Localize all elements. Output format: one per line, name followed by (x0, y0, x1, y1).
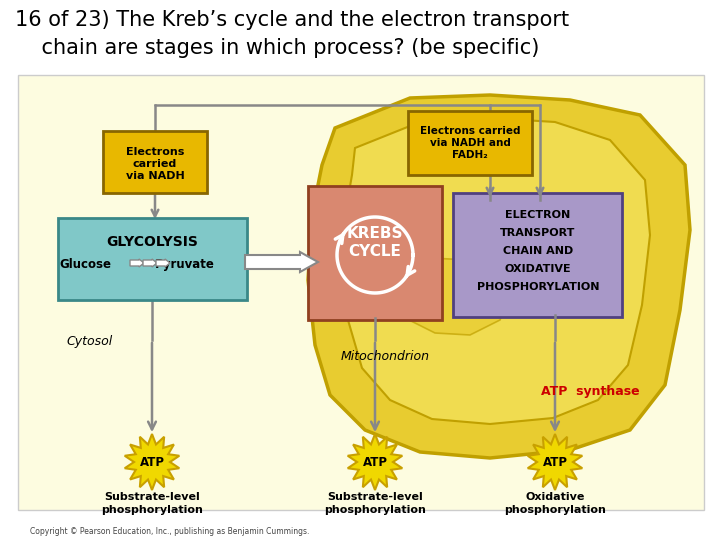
Text: Mitochondrion: Mitochondrion (341, 350, 430, 363)
Text: Substrate-level: Substrate-level (104, 492, 200, 502)
Polygon shape (390, 258, 510, 335)
Text: ATP: ATP (542, 456, 567, 469)
FancyArrow shape (156, 259, 170, 267)
Text: CYCLE: CYCLE (348, 245, 402, 260)
Polygon shape (348, 434, 402, 490)
Text: TRANSPORT: TRANSPORT (500, 228, 576, 238)
Text: ATP: ATP (140, 456, 164, 469)
Text: Electrons carried: Electrons carried (420, 126, 521, 136)
Text: ATP  synthase: ATP synthase (541, 385, 639, 398)
Text: phosphorylation: phosphorylation (324, 505, 426, 515)
FancyArrow shape (130, 259, 144, 267)
FancyBboxPatch shape (453, 193, 622, 317)
Text: phosphorylation: phosphorylation (504, 505, 606, 515)
Text: Copyright © Pearson Education, Inc., publishing as Benjamin Cummings.: Copyright © Pearson Education, Inc., pub… (30, 527, 310, 536)
Text: Electrons: Electrons (126, 147, 184, 157)
Text: FADH₂: FADH₂ (452, 150, 488, 160)
Text: ELECTRON: ELECTRON (505, 210, 571, 220)
Text: CHAIN AND: CHAIN AND (503, 246, 573, 256)
Text: Substrate-level: Substrate-level (327, 492, 423, 502)
Polygon shape (308, 95, 690, 458)
Text: carried: carried (133, 159, 177, 169)
FancyArrow shape (143, 259, 157, 267)
Text: 16 of 23) The Kreb’s cycle and the electron transport: 16 of 23) The Kreb’s cycle and the elect… (15, 10, 569, 30)
Text: KREBS: KREBS (347, 226, 403, 240)
Text: phosphorylation: phosphorylation (101, 505, 203, 515)
FancyBboxPatch shape (408, 111, 532, 175)
Text: Glucose: Glucose (59, 258, 111, 271)
Polygon shape (342, 118, 650, 424)
Text: OXIDATIVE: OXIDATIVE (505, 264, 571, 274)
FancyBboxPatch shape (58, 218, 247, 300)
Text: GLYCOLYSIS: GLYCOLYSIS (106, 235, 198, 249)
FancyArrow shape (245, 252, 318, 272)
Text: Oxidative: Oxidative (526, 492, 585, 502)
Text: PHOSPHORYLATION: PHOSPHORYLATION (477, 282, 599, 292)
Text: chain are stages in which process? (be specific): chain are stages in which process? (be s… (15, 38, 539, 58)
Text: via NADH: via NADH (125, 171, 184, 181)
FancyBboxPatch shape (18, 75, 704, 510)
Text: ATP: ATP (362, 456, 387, 469)
Text: via NADH and: via NADH and (430, 138, 510, 148)
FancyBboxPatch shape (308, 186, 442, 320)
Text: Cytosol: Cytosol (67, 335, 113, 348)
Polygon shape (528, 434, 582, 490)
Text: Pyruvate: Pyruvate (155, 258, 215, 271)
FancyBboxPatch shape (103, 131, 207, 193)
Polygon shape (125, 434, 179, 490)
